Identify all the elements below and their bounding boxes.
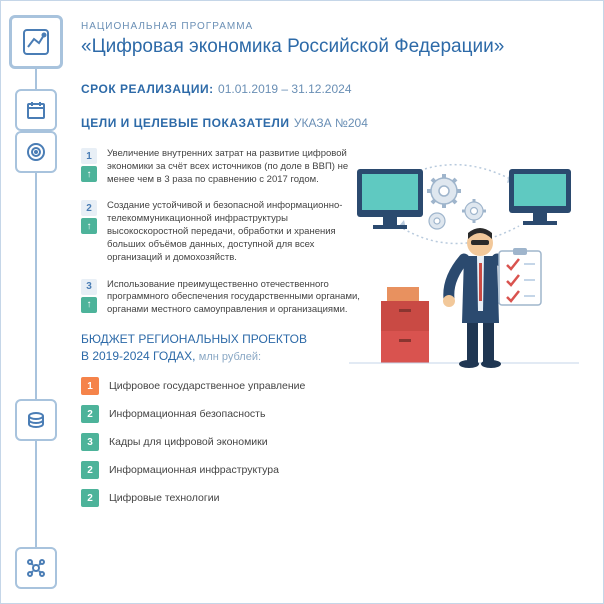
goal-item: 2 ↑ Создание устойчивой и безопасной инф… [81, 200, 361, 264]
page-title: «Цифровая экономика Российской Федерации… [81, 36, 579, 58]
infographic-page: НАЦИОНАЛЬНАЯ ПРОГРАММА «Цифровая экономи… [0, 0, 604, 604]
target-icon [15, 131, 57, 173]
budget-title-line1: БЮДЖЕТ РЕГИОНАЛЬНЫХ ПРОЕКТОВ [81, 332, 307, 346]
budget-item: 2 Цифровые технологии [81, 489, 579, 507]
arrow-up-icon: ↑ [81, 166, 97, 182]
goals-header: ЦЕЛИ И ЦЕЛЕВЫЕ ПОКАЗАТЕЛИ УКАЗА №204 [81, 114, 579, 132]
period-label: СРОК РЕАЛИЗАЦИИ: [81, 82, 214, 96]
calendar-icon [15, 89, 57, 131]
arrow-up-icon: ↑ [81, 218, 97, 234]
budget-title-line2: В 2019-2024 ГОДАХ, [81, 349, 195, 363]
budget-list: 1 Цифровое государственное управление 2 … [81, 377, 579, 507]
budget-label: Информационная безопасность [109, 408, 265, 420]
period-value: 01.01.2019 – 31.12.2024 [218, 82, 351, 96]
goal-number: 3 [81, 279, 97, 295]
network-icon [15, 547, 57, 589]
goals-label: ЦЕЛИ И ЦЕЛЕВЫЕ ПОКАЗАТЕЛИ [81, 116, 289, 130]
goal-text: Увеличение внутренних затрат на развитие… [107, 148, 361, 186]
budget-number: 3 [81, 433, 99, 451]
budget-number: 2 [81, 405, 99, 423]
budget-label: Цифровое государственное управление [109, 380, 305, 392]
goal-item: 3 ↑ Использование преимущественно отечес… [81, 279, 361, 317]
overline: НАЦИОНАЛЬНАЯ ПРОГРАММА [81, 21, 579, 32]
period-row: СРОК РЕАЛИЗАЦИИ: 01.01.2019 – 31.12.2024 [81, 80, 579, 98]
budget-item: 3 Кадры для цифровой экономики [81, 433, 579, 451]
budget-item: 2 Информационная безопасность [81, 405, 579, 423]
budget-label: Цифровые технологии [109, 492, 219, 504]
goal-text: Создание устойчивой и безопасной информа… [107, 200, 361, 264]
arrow-up-icon: ↑ [81, 297, 97, 313]
goals-sublabel: УКАЗА №204 [294, 116, 368, 130]
goal-text: Использование преимущественно отечествен… [107, 279, 361, 317]
coins-icon [15, 399, 57, 441]
goal-number: 2 [81, 200, 97, 216]
goal-item: 1 ↑ Увеличение внутренних затрат на разв… [81, 148, 361, 186]
budget-item: 1 Цифровое государственное управление [81, 377, 579, 395]
goal-number: 1 [81, 148, 97, 164]
budget-unit: млн рублей: [199, 351, 261, 363]
illustration [349, 151, 579, 371]
budget-number: 2 [81, 489, 99, 507]
budget-number: 1 [81, 377, 99, 395]
budget-item: 2 Информационная инфраструктура [81, 461, 579, 479]
budget-number: 2 [81, 461, 99, 479]
chart-icon [9, 15, 63, 69]
budget-label: Кадры для цифровой экономики [109, 436, 268, 448]
budget-label: Информационная инфраструктура [109, 464, 279, 476]
